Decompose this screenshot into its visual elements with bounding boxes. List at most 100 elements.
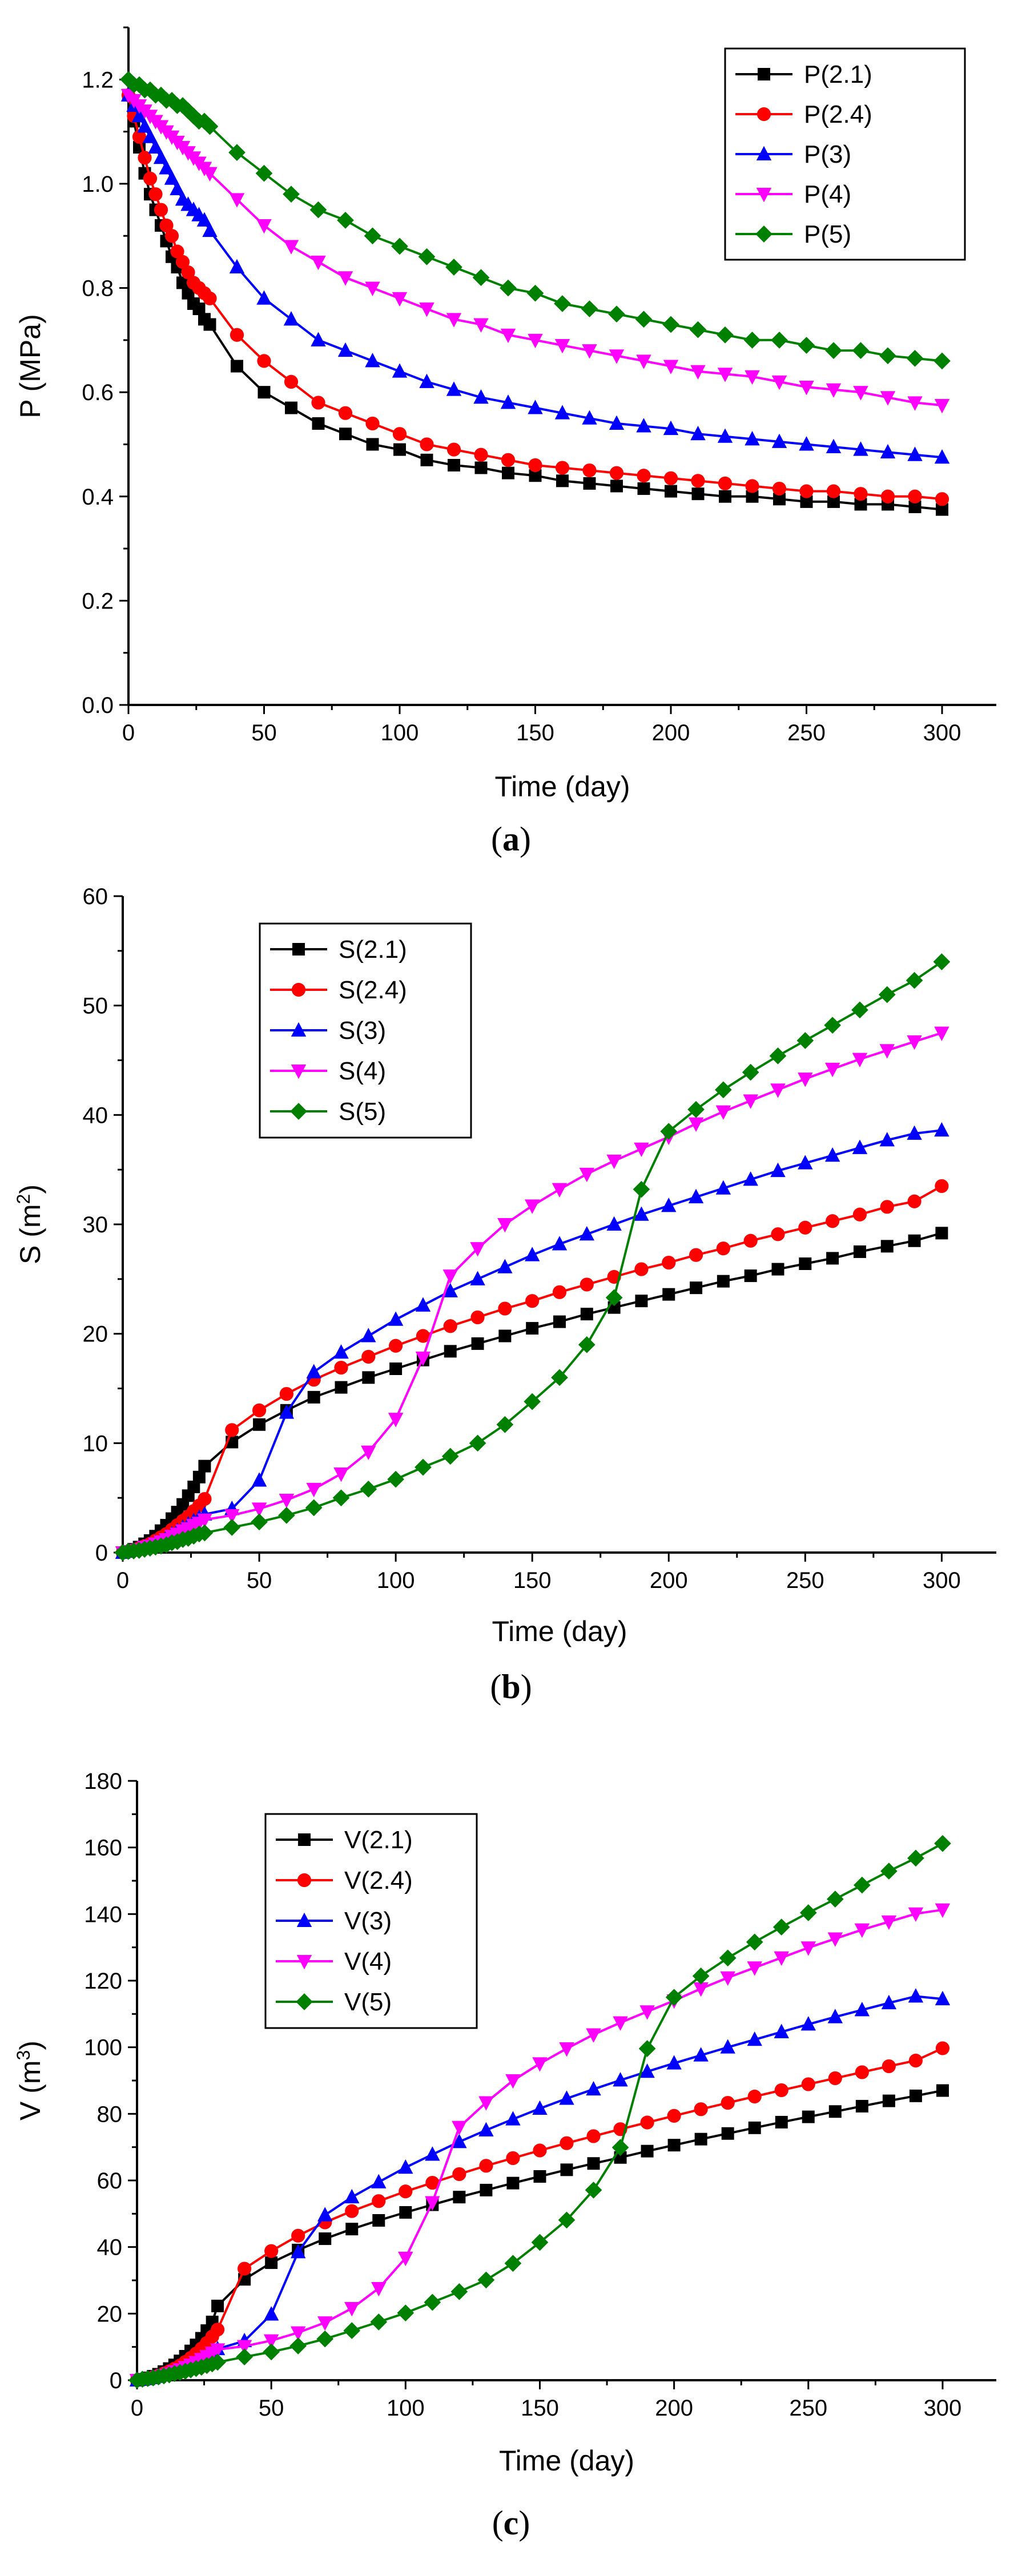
data-point [452, 2134, 467, 2148]
data-point [743, 1094, 758, 1109]
data-point [747, 1961, 762, 1976]
data-point [560, 2163, 573, 2176]
legend-marker [296, 1912, 312, 1927]
legend-label: P(3) [804, 140, 851, 168]
data-point [581, 300, 598, 317]
data-point [388, 1311, 404, 1326]
data-point [319, 2232, 332, 2246]
x-tick-label: 250 [786, 1568, 824, 1593]
series-line [136, 1995, 943, 2381]
data-point [688, 1117, 704, 1132]
data-point [661, 1198, 677, 1212]
data-point [744, 1269, 757, 1283]
data-point [506, 2151, 520, 2166]
data-point [497, 1259, 513, 1273]
data-point [425, 2175, 440, 2190]
data-point [852, 342, 870, 359]
data-point [639, 2063, 655, 2078]
x-tick-label: 250 [789, 2396, 827, 2421]
data-point [660, 1123, 678, 1140]
data-point [471, 1337, 484, 1350]
data-point [264, 2244, 279, 2258]
data-point [560, 2136, 574, 2150]
data-point [855, 2099, 868, 2113]
caption-open: ( [492, 2504, 504, 2542]
data-point [802, 2110, 815, 2123]
data-point [365, 281, 380, 296]
data-point [175, 255, 190, 269]
data-point [279, 1386, 293, 1401]
data-point [582, 463, 597, 478]
data-point [641, 2144, 654, 2158]
legend-label: P(4) [804, 180, 851, 208]
x-tick-label: 50 [259, 2396, 284, 2421]
data-point [500, 394, 516, 409]
data-point [746, 490, 759, 503]
data-point [496, 1416, 514, 1433]
legend-label: S(3) [339, 1017, 386, 1045]
data-point [332, 1489, 350, 1507]
data-point [824, 1147, 840, 1162]
data-point [360, 1480, 377, 1498]
data-point [693, 2047, 709, 2062]
data-point [389, 1339, 403, 1353]
data-point [798, 337, 815, 354]
legend-label: V(2.4) [344, 1867, 413, 1894]
data-point [907, 1194, 922, 1208]
data-point [480, 2183, 493, 2196]
data-point [202, 167, 218, 182]
data-point [450, 2283, 468, 2300]
data-point [477, 2271, 495, 2289]
data-point [800, 1941, 816, 1956]
data-point [524, 1393, 541, 1410]
series-line [136, 2047, 943, 2381]
data-point [667, 2109, 681, 2123]
data-point [580, 1277, 594, 1292]
data-point [389, 1362, 403, 1375]
data-point [526, 284, 544, 302]
data-point [335, 1381, 348, 1394]
series-S(3) [115, 1122, 949, 1559]
data-point [825, 342, 842, 359]
data-point [880, 1863, 898, 1880]
data-point [582, 410, 597, 425]
legend: P(2.1) P(2.4) P(3) P(4) P(5) [724, 47, 966, 261]
data-point [398, 2159, 413, 2174]
data-point [935, 492, 949, 506]
legend-label: P(2.4) [804, 100, 872, 128]
data-point [529, 469, 542, 482]
data-point [278, 1506, 295, 1524]
data-point [854, 487, 868, 501]
data-point [307, 1390, 320, 1404]
caption-letter: c [504, 2504, 519, 2542]
data-point [420, 453, 433, 466]
data-point [182, 287, 195, 300]
data-point [906, 349, 924, 367]
data-point [263, 2343, 280, 2361]
data-point [692, 1967, 710, 1985]
x-tick-label: 0 [131, 2396, 143, 2421]
data-point [416, 1329, 430, 1343]
data-point [425, 2196, 440, 2211]
data-point [337, 271, 353, 286]
data-point [854, 1923, 870, 1938]
data-point [399, 2184, 413, 2199]
data-point [770, 1162, 786, 1178]
caption-open: ( [491, 820, 502, 858]
x-tick-label: 150 [513, 1568, 552, 1593]
data-point [478, 2096, 494, 2111]
data-point [470, 1242, 485, 1257]
data-point [638, 2040, 656, 2057]
data-point [719, 1949, 737, 1967]
data-point [472, 269, 490, 287]
y-tick-label: 0 [110, 2368, 122, 2393]
data-point [392, 292, 408, 307]
legend-marker [290, 1103, 307, 1120]
data-point [691, 487, 705, 501]
data-point [854, 498, 867, 511]
data-point [552, 1236, 568, 1251]
data-point [771, 433, 787, 448]
data-point [502, 466, 514, 479]
data-point [583, 477, 596, 490]
